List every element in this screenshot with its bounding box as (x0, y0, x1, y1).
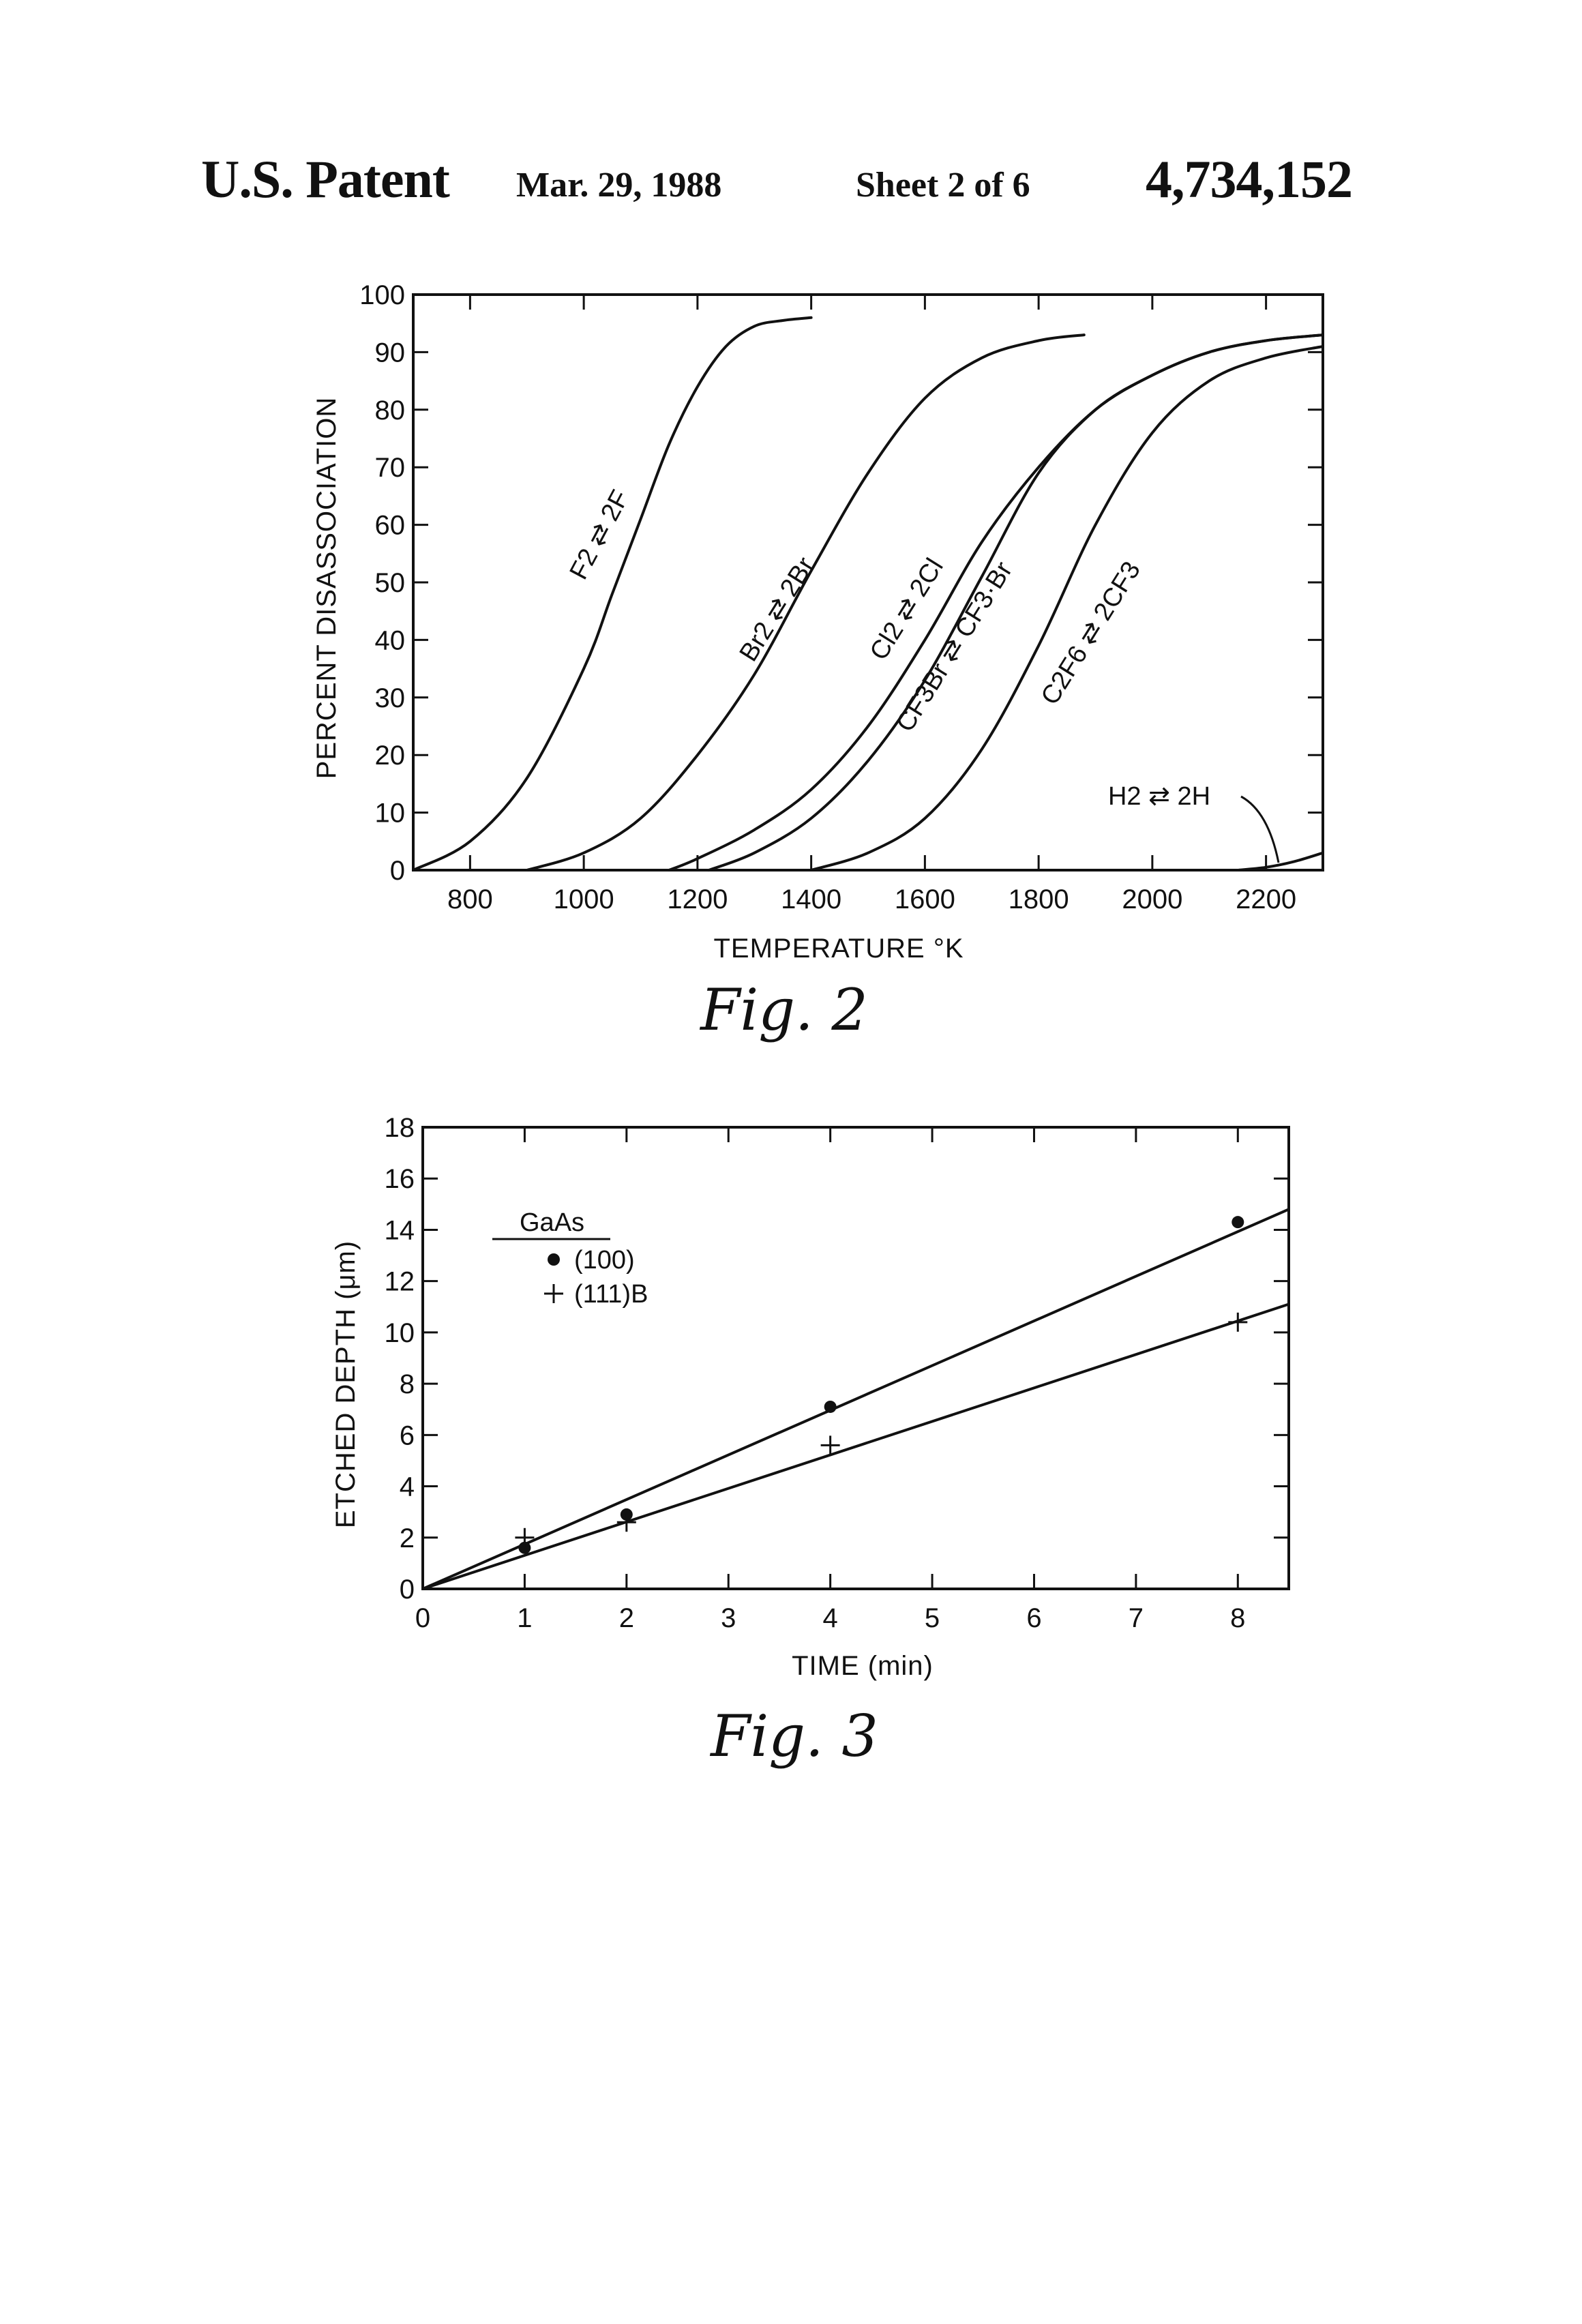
fig3-x-axis-label: TIME (min) (792, 1651, 934, 1681)
fig2-y-tick-label: 50 (375, 568, 406, 598)
fig2-series-label: H2 ⇄ 2H (1108, 782, 1210, 811)
fig2-y-axis-label: PERCENT DISASSOCIATION (312, 397, 342, 779)
fig3-x-tick-label: 8 (1230, 1603, 1245, 1633)
fig2-series-label: F2 ⇄ 2F (565, 486, 636, 584)
fig2-caption: Fig. 2 (699, 977, 868, 1043)
fig3-y-tick-label: 12 (385, 1267, 415, 1297)
fig3-data-point-plus (617, 1513, 636, 1532)
fig2-series-label: C2F6 ⇄ 2CF3 (1036, 556, 1146, 710)
fig3-x-tick-label: 2 (619, 1603, 634, 1633)
fig3-y-tick-label: 8 (400, 1369, 415, 1399)
fig2-x-tick-label: 1000 (554, 884, 614, 914)
fig3-y-tick-label: 6 (400, 1420, 415, 1450)
fig3-y-tick-label: 0 (400, 1575, 415, 1605)
fig2-x-tick-label: 1800 (1009, 884, 1069, 914)
legend-marker-dot (548, 1253, 560, 1266)
legend-title: GaAs (520, 1208, 584, 1237)
fig3-y-tick-label: 18 (385, 1113, 415, 1143)
fig3-x-tick-label: 0 (415, 1603, 430, 1633)
fig3-y-tick-label: 14 (385, 1215, 415, 1245)
fig2-series-line (709, 335, 1324, 870)
fig2-y-tick-label: 100 (359, 280, 405, 310)
fig3-y-tick-label: 2 (400, 1523, 415, 1553)
fig2-y-tick-label: 60 (375, 511, 406, 541)
fig2-series-line (1238, 853, 1323, 870)
fig3-fit-line (423, 1209, 1289, 1589)
fig2-y-tick-label: 70 (375, 453, 406, 483)
fig2-x-tick-label: 1400 (781, 884, 841, 914)
fig3-data-point-dot (824, 1401, 837, 1413)
fig2-series-line (527, 335, 1084, 870)
fig2-x-tick-label: 800 (447, 884, 493, 914)
fig3-x-tick-label: 3 (721, 1603, 736, 1633)
fig3-y-tick-label: 16 (385, 1164, 415, 1194)
fig3-fit-line (423, 1305, 1289, 1589)
fig2-y-tick-label: 20 (375, 741, 406, 771)
legend-entry-label: (100) (574, 1246, 635, 1275)
fig3-plot-frame (423, 1127, 1289, 1589)
fig2-series-line (811, 346, 1323, 870)
fig3-x-tick-label: 7 (1129, 1603, 1144, 1633)
fig3-y-tick-label: 4 (400, 1472, 415, 1502)
fig3-data-point-dot (1232, 1216, 1244, 1228)
fig2-y-tick-label: 90 (375, 338, 406, 368)
fig2-x-tick-label: 2200 (1236, 884, 1296, 914)
legend-entry-label: (111)B (574, 1280, 648, 1309)
fig2-x-tick-label: 2000 (1122, 884, 1182, 914)
fig3-x-tick-label: 6 (1026, 1603, 1041, 1633)
fig3-chart: TIME (min) ETCHED DEPTH (μm) Fig. 3 GaAs… (331, 1113, 1289, 1770)
fig3-caption: Fig. 3 (709, 1703, 878, 1770)
fig2-y-tick-label: 40 (375, 625, 406, 655)
fig2-h2-leader-line (1241, 796, 1279, 863)
fig2-y-tick-label: 30 (375, 683, 406, 713)
fig3-data-point-plus (1228, 1313, 1247, 1332)
fig2-series-label: Br2 ⇄ 2Br (734, 552, 821, 667)
fig3-data-point-plus (515, 1528, 534, 1547)
fig3-y-tick-label: 10 (385, 1318, 415, 1348)
fig2-x-tick-label: 1200 (667, 884, 728, 914)
fig2-x-axis-label: TEMPERATURE °K (713, 934, 964, 964)
fig3-x-tick-label: 1 (517, 1603, 532, 1633)
fig2-x-tick-label: 1600 (895, 884, 955, 914)
fig2-y-tick-label: 10 (375, 799, 406, 829)
fig3-y-axis-label: ETCHED DEPTH (μm) (331, 1240, 361, 1528)
fig2-series-line (413, 318, 811, 870)
fig2-y-tick-label: 0 (390, 856, 405, 886)
fig3-x-tick-label: 5 (925, 1603, 940, 1633)
fig3-x-tick-label: 4 (823, 1603, 838, 1633)
fig2-chart: TEMPERATURE °K PERCENT DISASSOCIATION Fi… (312, 280, 1323, 1043)
fig2-y-tick-label: 80 (375, 396, 406, 426)
